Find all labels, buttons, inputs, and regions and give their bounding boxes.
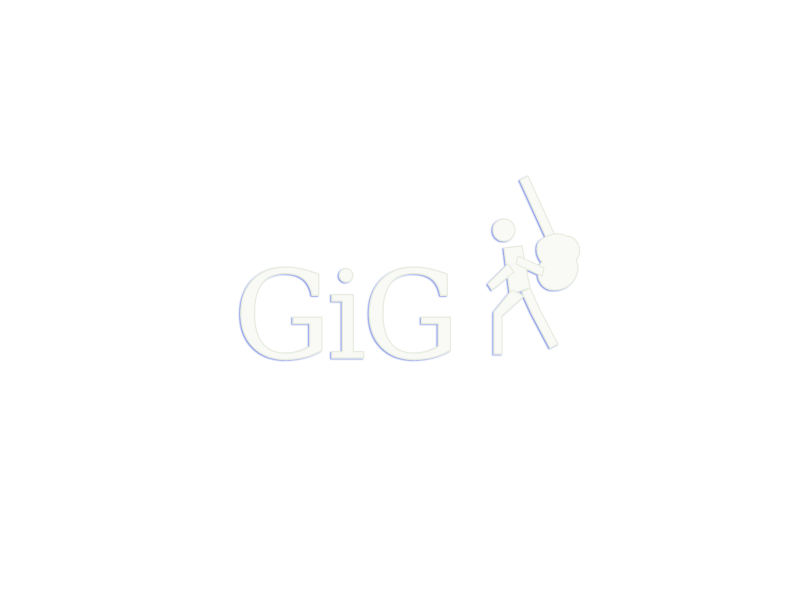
guitar-player-icon xyxy=(487,175,581,355)
gig-logo: GiG xyxy=(232,172,592,372)
logo-wordmark: GiG xyxy=(234,245,456,372)
